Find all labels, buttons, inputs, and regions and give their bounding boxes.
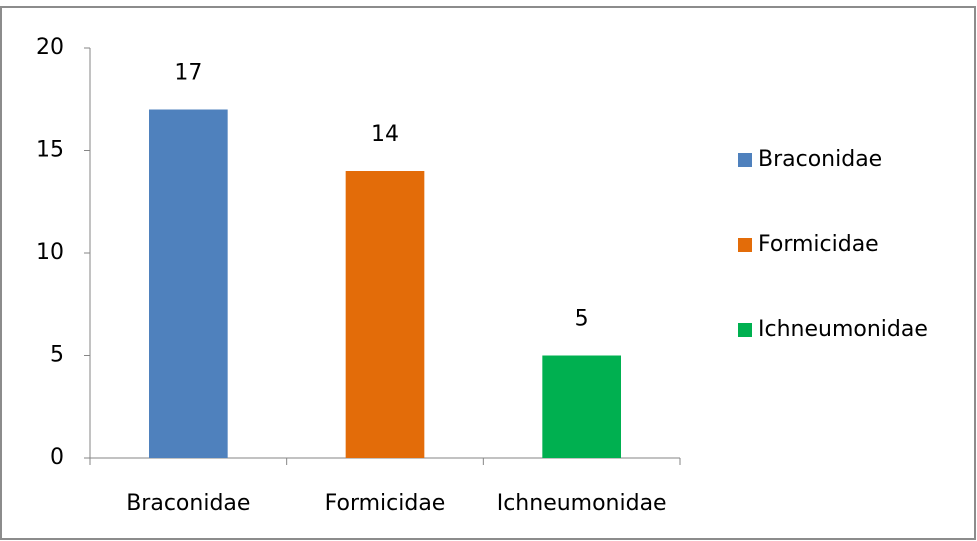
bar xyxy=(345,171,425,458)
x-tick-label: Formicidae xyxy=(325,491,446,516)
y-tick-label: 15 xyxy=(36,138,64,163)
data-label: 14 xyxy=(371,122,399,147)
y-tick-label: 5 xyxy=(50,343,64,368)
x-tick-label: Ichneumonidae xyxy=(497,491,667,516)
legend-label: Braconidae xyxy=(758,147,882,172)
y-tick-label: 0 xyxy=(50,445,64,470)
bar xyxy=(542,355,621,458)
legend-swatch xyxy=(738,153,752,167)
legend-label: Ichneumonidae xyxy=(758,317,928,342)
legend-swatch xyxy=(738,238,752,252)
data-label: 5 xyxy=(575,307,589,332)
x-tick-label: Braconidae xyxy=(126,491,250,516)
data-label: 17 xyxy=(174,61,202,86)
y-tick-label: 10 xyxy=(36,240,64,265)
y-tick-label: 20 xyxy=(36,35,64,60)
legend-swatch xyxy=(738,323,752,337)
bar xyxy=(149,109,228,458)
legend-label: Formicidae xyxy=(758,232,879,257)
chart-frame xyxy=(0,6,976,540)
